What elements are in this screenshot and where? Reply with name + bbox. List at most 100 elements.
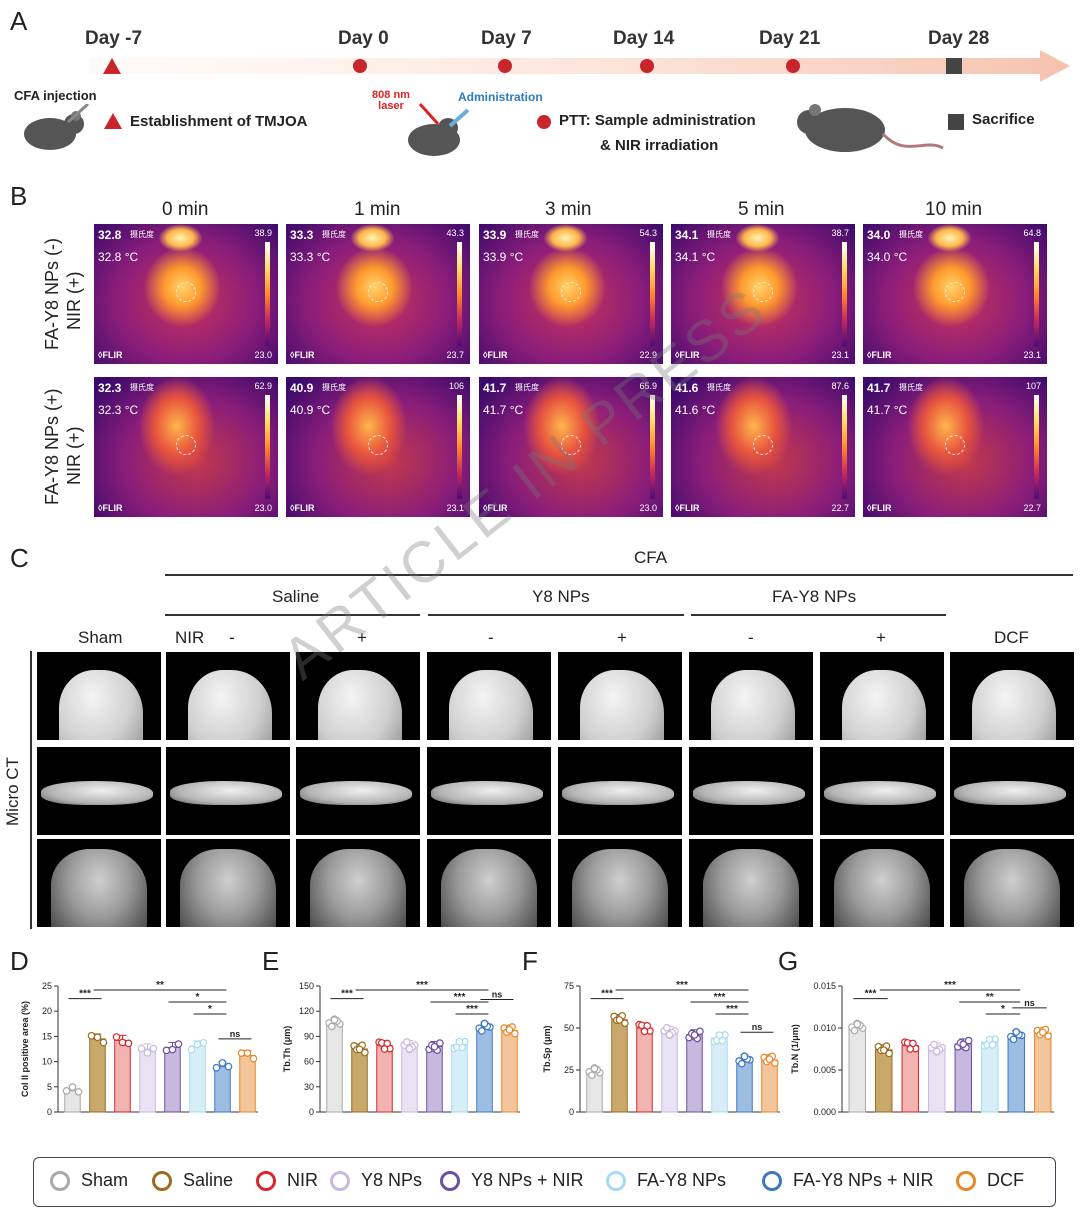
data-point xyxy=(690,1031,699,1039)
data-point xyxy=(212,1063,221,1072)
nir-plus: + xyxy=(617,628,627,647)
micro-ct-image xyxy=(820,652,944,740)
time-label: 5 min xyxy=(738,199,785,220)
micro-ct-image xyxy=(296,747,420,835)
data-point xyxy=(249,1054,258,1063)
color-scale-bar xyxy=(1034,242,1039,346)
micro-ct-image xyxy=(166,839,290,927)
bar xyxy=(89,1038,106,1113)
bar xyxy=(711,1037,728,1113)
thermal-row-label: FA-Y8 NPs (-) NIR (+) xyxy=(42,237,84,350)
micro-ct-image xyxy=(950,839,1074,927)
significance-label: ** xyxy=(986,992,994,1003)
panel-label-e: E xyxy=(262,946,280,976)
bar xyxy=(875,1049,893,1113)
y-tick-label: 30 xyxy=(304,1082,314,1092)
color-scale-bar xyxy=(842,242,847,346)
data-point xyxy=(380,1045,389,1053)
bar xyxy=(848,1026,866,1113)
bar xyxy=(686,1034,703,1113)
spot-temp: 41.7 °C xyxy=(867,403,908,417)
y-tick-label: 10 xyxy=(42,1057,52,1067)
significance-label: ns xyxy=(1024,998,1035,1008)
micro-ct-bracket xyxy=(30,651,32,929)
square-marker-icon xyxy=(946,58,962,74)
data-point xyxy=(243,1049,252,1057)
micro-ct-image xyxy=(689,747,813,835)
data-point xyxy=(137,1044,146,1053)
data-point xyxy=(405,1045,414,1053)
data-point xyxy=(1038,1028,1047,1037)
condyle-render xyxy=(170,781,282,805)
condyle-render xyxy=(180,849,276,927)
data-point xyxy=(199,1038,208,1047)
condyle-render xyxy=(693,781,805,805)
flir-logo: ◊FLIR xyxy=(290,503,315,513)
significance-label: * xyxy=(208,1004,212,1015)
data-point xyxy=(224,1062,233,1071)
significance-label: *** xyxy=(944,980,956,991)
flir-logo: ◊FLIR xyxy=(867,503,892,513)
micro-ct-image xyxy=(950,652,1074,740)
scale-min: 23.1 xyxy=(1023,350,1041,360)
day-label: Day 28 xyxy=(928,28,990,49)
bar xyxy=(954,1043,972,1113)
condyle-render xyxy=(572,849,668,927)
day-label: Day 7 xyxy=(481,28,532,49)
flir-logo: ◊FLIR xyxy=(675,503,700,513)
max-temp: 41.6 xyxy=(675,381,699,395)
unit-tag: 摄氏度 xyxy=(707,230,731,239)
spot-temp: 33.3 °C xyxy=(290,250,331,264)
thermal-image: 33.9 摄氏度 33.9 °C 54.3 22.9 ◊FLIR xyxy=(479,224,663,364)
panel-label-g: G xyxy=(778,946,799,976)
significance-label: ns xyxy=(752,1022,763,1032)
y-tick-label: 75 xyxy=(564,981,574,991)
data-point xyxy=(959,1040,968,1049)
data-point xyxy=(330,1016,339,1024)
significance-label: ns xyxy=(230,1029,241,1039)
data-point xyxy=(505,1025,514,1034)
scale-min: 23.0 xyxy=(254,350,272,360)
data-point xyxy=(62,1087,71,1095)
data-point xyxy=(771,1059,779,1067)
thermal-image: 41.7 摄氏度 41.7 °C 65.9 23.0 ◊FLIR xyxy=(479,377,663,517)
micro-ct-image xyxy=(820,747,944,835)
data-point xyxy=(143,1048,152,1057)
spot-temp: 34.0 °C xyxy=(867,250,908,264)
flir-logo: ◊FLIR xyxy=(98,350,123,360)
y-tick-label: 0 xyxy=(309,1107,314,1117)
nir-minus: - xyxy=(488,628,494,647)
color-scale-bar xyxy=(650,242,655,346)
flir-logo: ◊FLIR xyxy=(867,350,892,360)
measure-circle-icon xyxy=(368,282,388,302)
condyle-render xyxy=(441,849,537,927)
data-point xyxy=(168,1045,177,1054)
thermal-image: 40.9 摄氏度 40.9 °C 106 23.1 ◊FLIR xyxy=(286,377,470,517)
data-point xyxy=(665,1030,674,1039)
y-axis-label: Tb.Sp (μm) xyxy=(542,1025,552,1072)
ptt-label: PTT: Sample administration xyxy=(559,112,756,129)
group-legend xyxy=(33,1157,1056,1207)
data-point xyxy=(853,1020,862,1028)
ptt-legend-dot xyxy=(537,115,551,129)
data-point xyxy=(640,1027,649,1036)
data-point xyxy=(906,1045,915,1053)
legend-label: FA-Y8 NPs + NIR xyxy=(793,1170,934,1190)
data-point xyxy=(590,1064,599,1073)
panel-label-c: C xyxy=(10,543,29,573)
data-point xyxy=(99,1038,108,1047)
unit-tag: 摄氏度 xyxy=(515,230,539,239)
scale-max: 43.3 xyxy=(446,228,464,238)
data-point xyxy=(74,1087,83,1096)
significance-label: ** xyxy=(156,980,164,991)
thermal-row-label: FA-Y8 NPs (+) NIR (+) xyxy=(42,388,84,505)
unit-tag: 摄氏度 xyxy=(899,383,923,392)
y-axis-label: Col II positive area (%) xyxy=(20,1001,30,1097)
significance-label: * xyxy=(196,992,200,1003)
data-point xyxy=(355,1045,364,1054)
micro-ct-image xyxy=(558,839,682,927)
bar xyxy=(1034,1032,1052,1113)
